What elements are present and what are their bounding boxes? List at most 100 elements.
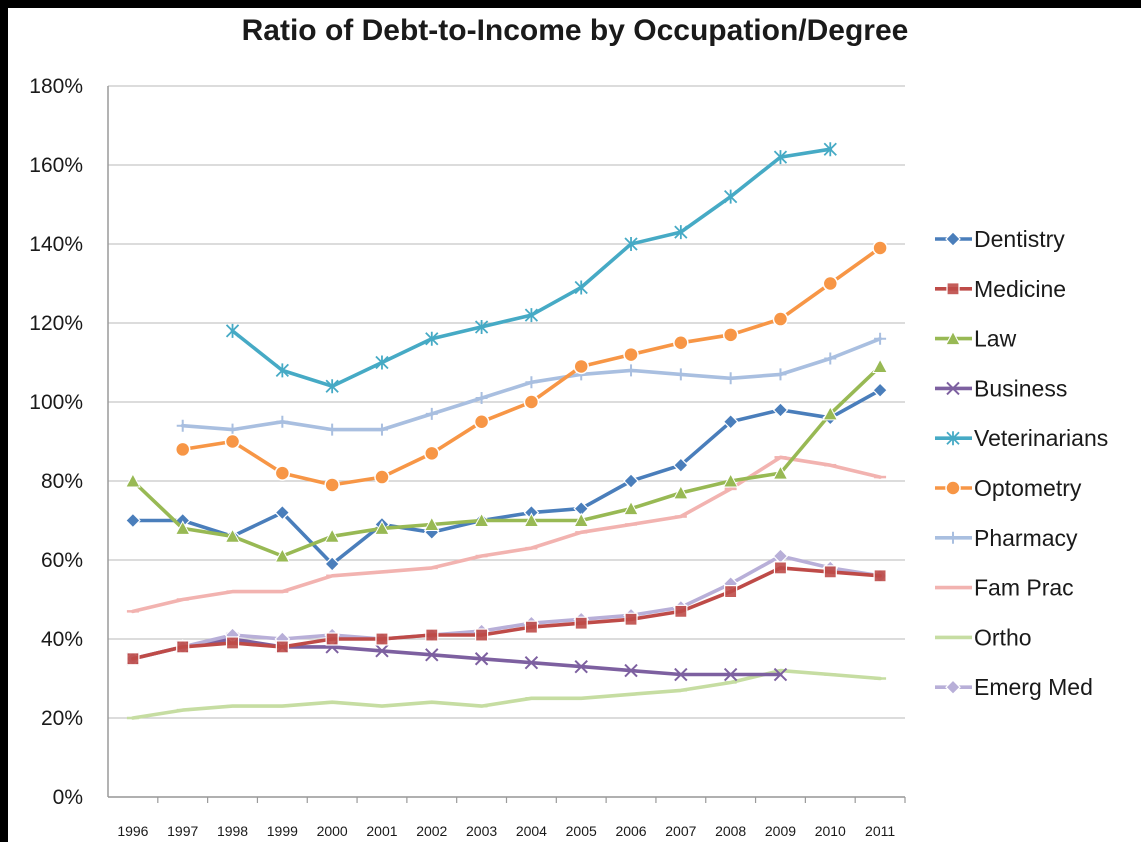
data-point-medicine: [176, 640, 190, 654]
data-point-optometry: [673, 335, 689, 351]
series-line-ortho: [131, 668, 882, 720]
data-point-optometry: [523, 394, 540, 410]
series-fam-prac: [126, 455, 887, 614]
data-point-medicine: [574, 616, 588, 630]
legend-label: Optometry: [974, 475, 1082, 501]
data-point-dentistry: [274, 504, 291, 521]
data-point-veterinarians: [624, 237, 638, 251]
data-point-optometry: [872, 240, 888, 256]
data-point-veterinarians: [574, 280, 588, 295]
series-ortho: [126, 668, 887, 720]
data-point-dentistry: [772, 402, 789, 418]
data-point-pharmacy: [774, 368, 787, 381]
legend-label: Fam Prac: [974, 575, 1074, 601]
legend-swatch-marker: [945, 480, 961, 496]
y-tick-label: 40%: [41, 628, 83, 651]
data-point-pharmacy: [176, 419, 189, 432]
data-point-medicine: [225, 636, 240, 650]
y-axis-tick-labels: 0% 20% 40% 60% 80% 100% 120% 140% 160% 180%: [29, 75, 83, 809]
data-point-medicine: [126, 652, 140, 666]
series-line-veterinarians: [230, 147, 833, 388]
x-tick-label: 2003: [466, 823, 497, 839]
x-tick-label: 1996: [117, 823, 148, 839]
data-point-dentistry: [672, 457, 689, 474]
data-point-pharmacy: [375, 423, 388, 436]
data-point-medicine: [674, 604, 688, 618]
x-tick-label: 2011: [865, 823, 895, 839]
data-point-pharmacy: [824, 352, 837, 365]
legend-label: Ortho: [974, 624, 1032, 650]
y-tick-label: 20%: [41, 707, 83, 730]
series-line-law: [131, 364, 882, 558]
data-point-business: [773, 667, 788, 682]
data-point-business: [723, 667, 738, 682]
series-line-dentistry: [131, 388, 882, 566]
legend-item-fam-prac: Fam Prac: [935, 575, 1074, 601]
data-point-pharmacy: [475, 392, 488, 405]
data-point-emerg-med: [772, 548, 789, 564]
data-point-law: [125, 472, 141, 488]
legend-item-ortho: Ortho: [935, 624, 1032, 650]
data-point-law: [174, 520, 191, 535]
data-point-law: [423, 516, 440, 531]
data-point-dentistry: [872, 382, 888, 398]
data-point-optometry: [174, 441, 191, 458]
x-tick-label: 2006: [615, 823, 646, 839]
legend-label: Dentistry: [974, 226, 1065, 252]
data-point-pharmacy: [276, 415, 289, 428]
series-line-business: [131, 637, 783, 677]
data-point-optometry: [623, 346, 639, 363]
data-point-medicine: [624, 612, 638, 626]
data-point-veterinarians: [325, 379, 339, 394]
data-point-business: [474, 652, 489, 666]
data-point-dentistry: [125, 512, 141, 529]
data-point-medicine: [375, 632, 389, 646]
series-line-emerg-med: [131, 554, 882, 661]
x-tick-label: 2004: [516, 823, 547, 839]
data-point-pharmacy: [326, 423, 339, 436]
data-point-law: [573, 512, 590, 527]
data-point-optometry: [324, 477, 340, 493]
data-point-law: [822, 405, 839, 421]
data-point-medicine: [773, 561, 788, 575]
data-point-optometry: [424, 445, 440, 462]
legend-swatch-marker: [945, 231, 961, 247]
data-point-law: [872, 358, 888, 373]
data-point-dentistry: [722, 413, 739, 430]
data-point-optometry: [224, 433, 241, 450]
data-point-medicine: [524, 620, 539, 634]
legend-swatch-marker: [946, 431, 960, 446]
x-tick-label: 2008: [715, 823, 746, 839]
legend-item-pharmacy: Pharmacy: [935, 525, 1078, 551]
data-point-pharmacy: [674, 368, 687, 381]
data-point-law: [673, 484, 689, 500]
series-lines: [125, 142, 888, 720]
data-point-optometry: [274, 465, 291, 481]
data-point-optometry: [374, 469, 390, 485]
chart-title: Ratio of Debt-to-Income by Occupation/De…: [241, 14, 909, 47]
data-point-dentistry: [623, 473, 639, 489]
x-tick-label: 2000: [317, 823, 348, 839]
data-point-medicine: [724, 584, 738, 599]
data-point-pharmacy: [625, 364, 638, 377]
data-point-pharmacy: [874, 332, 887, 345]
legend-item-dentistry: Dentistry: [935, 226, 1065, 252]
data-point-business: [574, 659, 588, 674]
x-axis-tick-labels: 1996 1997 1998 1999 2000 2001 2002 2003 2004 2005…: [117, 797, 906, 839]
data-point-law: [623, 500, 639, 516]
y-tick-label: 180%: [29, 75, 83, 98]
data-point-business: [375, 644, 389, 658]
y-tick-label: 140%: [29, 233, 83, 256]
data-point-veterinarians: [674, 225, 688, 240]
legend: Dentistry Medicine Law Business Veterinarian…: [935, 226, 1108, 700]
data-point-pharmacy: [724, 372, 737, 385]
x-tick-label: 1998: [217, 823, 248, 839]
y-tick-label: 0%: [53, 786, 83, 809]
data-point-medicine: [425, 628, 439, 642]
data-point-law: [772, 465, 789, 480]
series-veterinarians: [225, 142, 837, 394]
series-line-fam-prac: [131, 455, 882, 614]
data-point-law: [473, 512, 490, 527]
legend-swatch-marker: [945, 679, 961, 696]
